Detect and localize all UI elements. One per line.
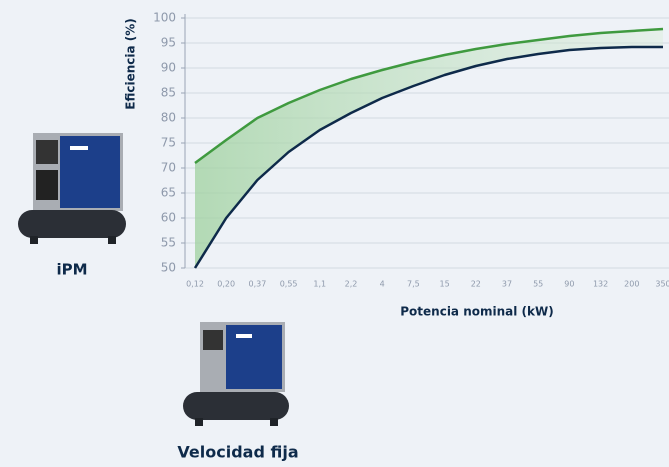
x-axis-label: Potencia nominal (kW): [400, 305, 553, 319]
x-tick-label: 0,37: [248, 280, 266, 289]
x-tick-label: 55: [533, 280, 543, 289]
y-tick-label: 90: [161, 61, 176, 75]
x-tick-label: 0,55: [280, 280, 298, 289]
x-tick-label: 2,2: [345, 280, 358, 289]
compressor-fixed-image: [183, 322, 289, 426]
x-tick-label: 350: [655, 280, 669, 289]
x-tick-label: 0,12: [186, 280, 204, 289]
y-tick-label: 80: [161, 111, 176, 125]
y-tick-label: 60: [161, 211, 176, 225]
series-line: [193, 45, 663, 269]
y-tick-label: 70: [161, 161, 176, 175]
y-axis-label: Eficiencia (%): [124, 18, 138, 110]
y-tick-label: 65: [161, 186, 176, 200]
x-tick-label: 0,20: [217, 280, 235, 289]
y-tick-label: 100: [153, 11, 176, 25]
x-tick-label: 90: [564, 280, 574, 289]
y-tick-label: 75: [161, 136, 176, 150]
x-tick-label: 4: [380, 280, 385, 289]
x-tick-label: 22: [471, 280, 481, 289]
x-tick-label: 132: [593, 280, 608, 289]
x-tick-label: 37: [502, 280, 512, 289]
x-tick-label: 200: [624, 280, 639, 289]
y-tick-label: 85: [161, 86, 176, 100]
series-line: [194, 27, 664, 165]
y-tick-label: 55: [161, 236, 176, 250]
efficiency-band: [195, 29, 663, 268]
x-tick-label: 15: [440, 280, 450, 289]
y-tick-label: 95: [161, 36, 176, 50]
legend-label: iPM: [56, 261, 87, 279]
x-tick-label: 7,5: [407, 280, 420, 289]
compressor-ipm-image: [18, 133, 126, 244]
x-tick-label: 1,1: [313, 280, 326, 289]
y-tick-label: 50: [161, 261, 176, 275]
legend-label: Velocidad fija: [177, 443, 298, 462]
